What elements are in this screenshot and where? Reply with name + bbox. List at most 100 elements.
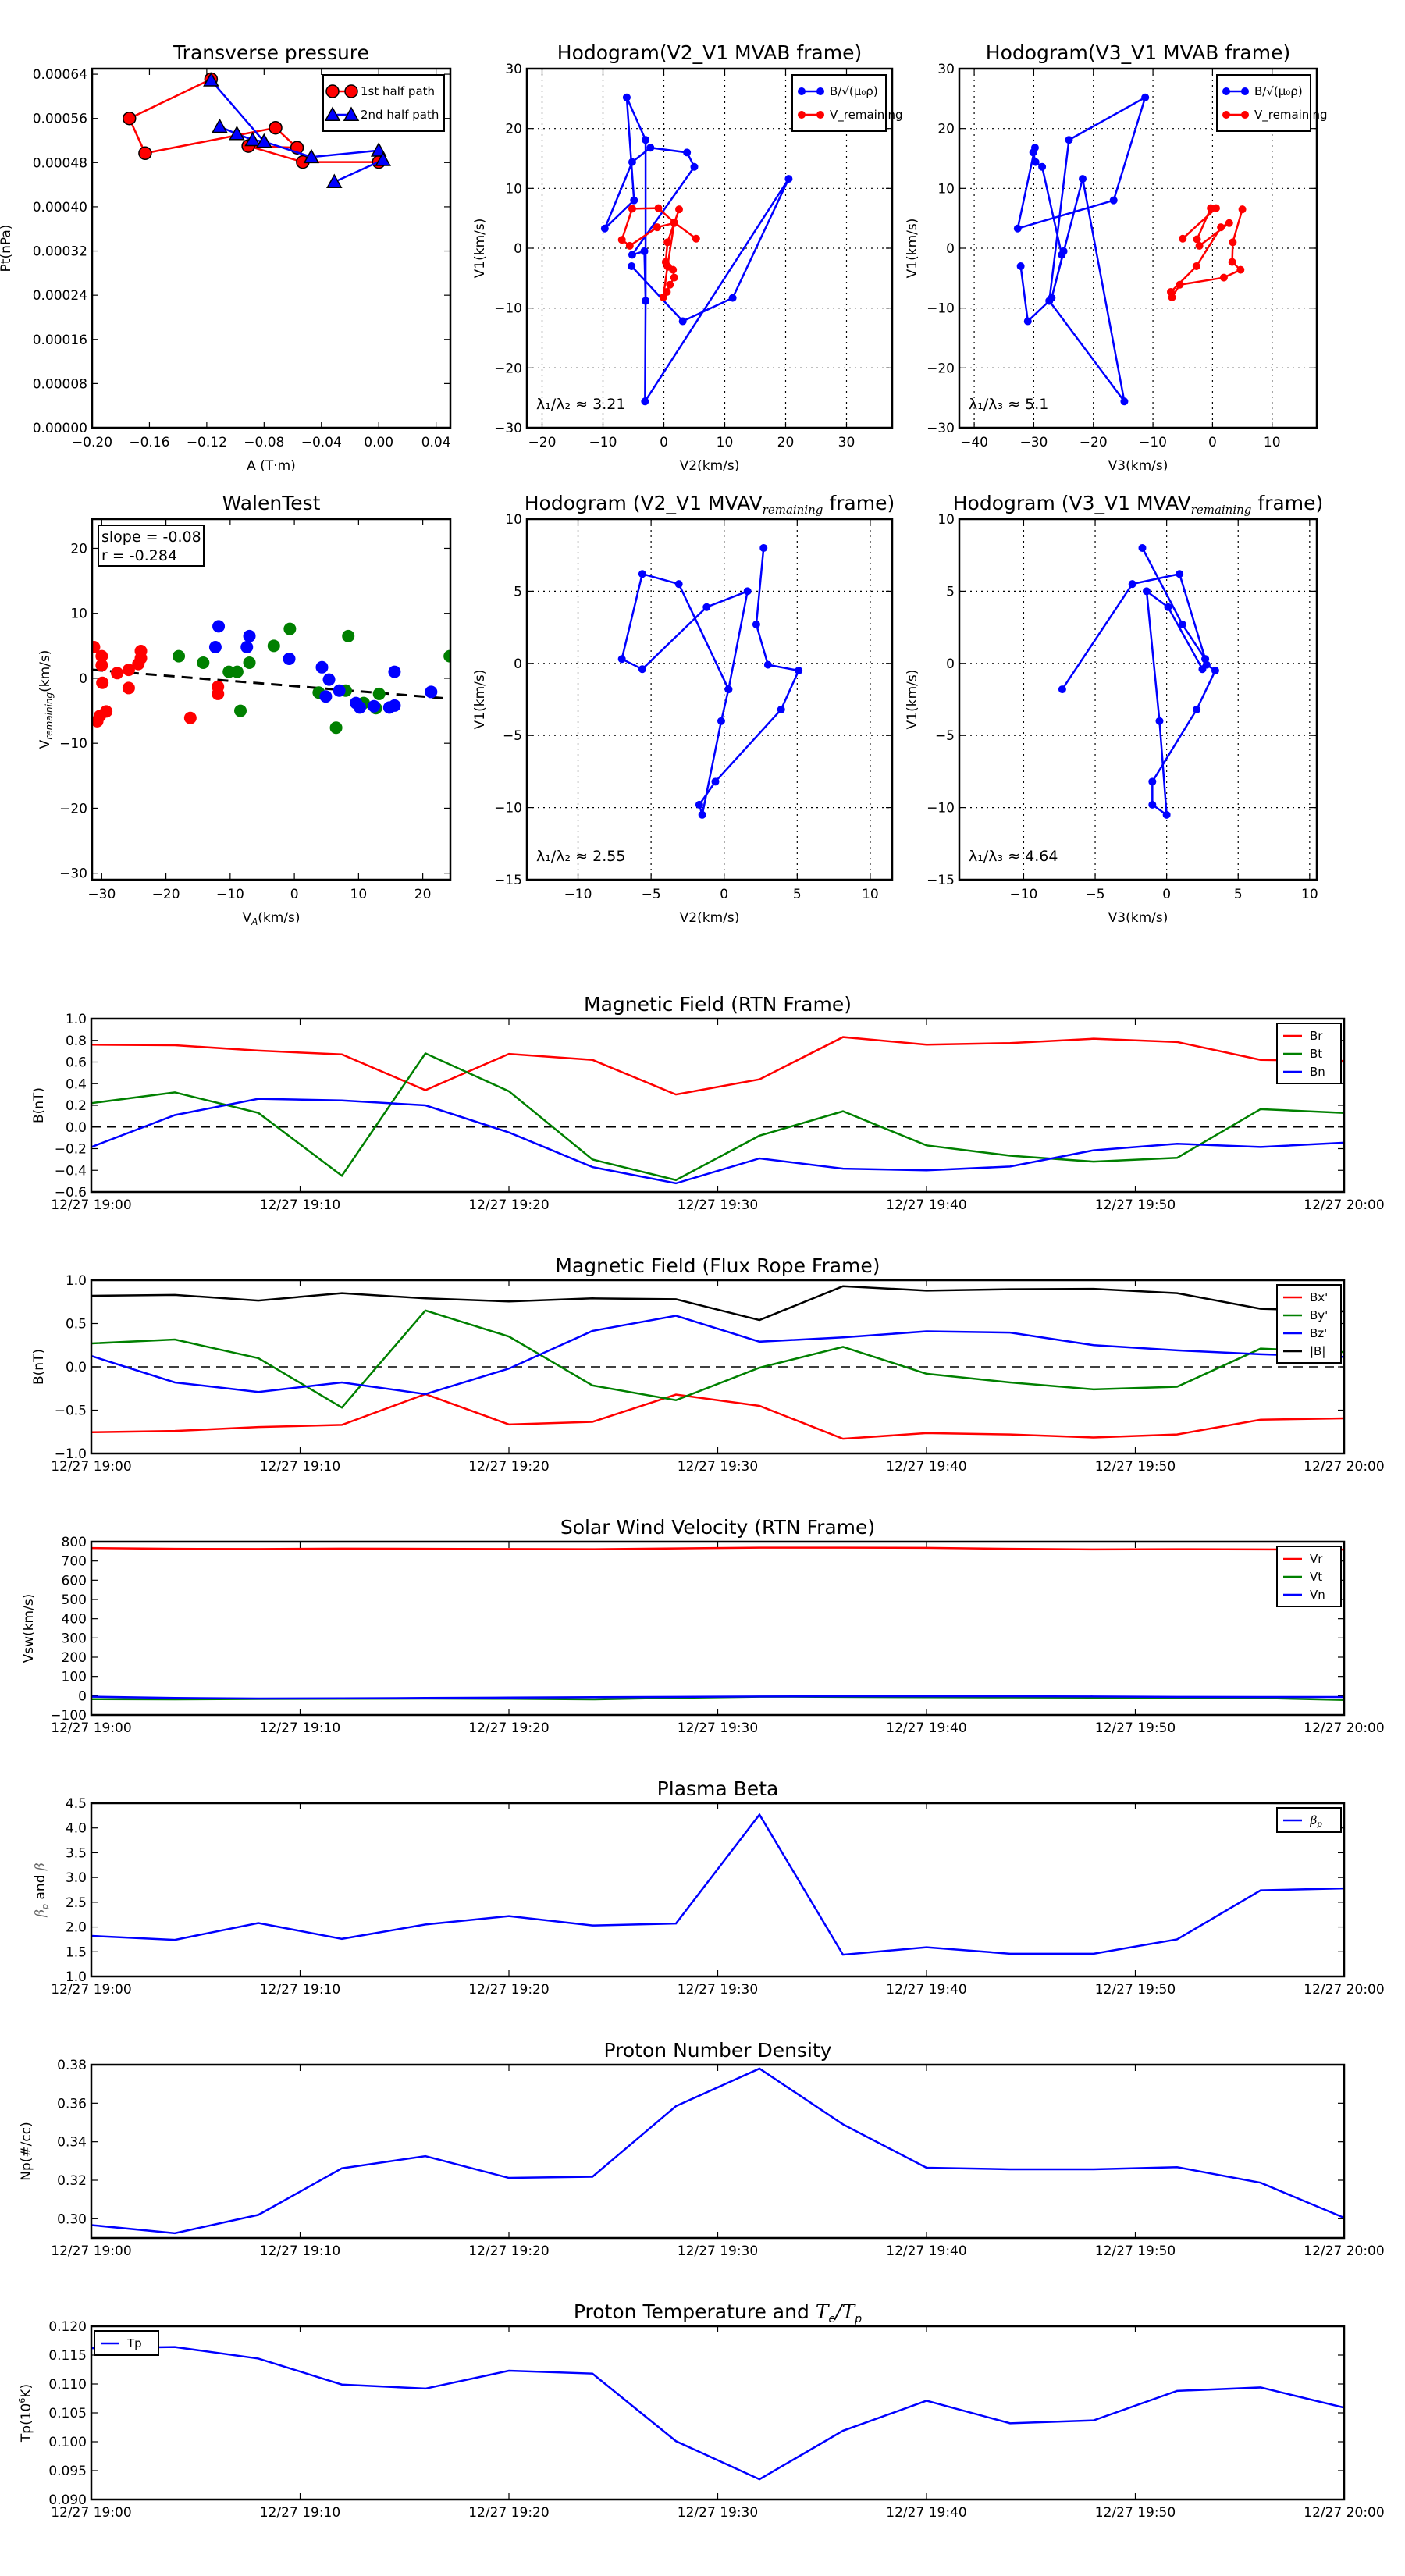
- scatter-point-blue: [322, 673, 336, 686]
- legend-label: B/√(μ₀ρ): [830, 84, 878, 98]
- series-line-By': [91, 1309, 1344, 1409]
- scatter-point-green: [443, 649, 450, 663]
- series-line-Vr: [91, 1546, 1344, 1551]
- hodogram-v2v1-mvab-chart: Hodogram(V2_V1 MVAB frame) −30 −20 −10 0 10 20…: [472, 41, 903, 474]
- data-point: [1058, 685, 1066, 694]
- data-point: [674, 580, 683, 589]
- scatter-point-green: [267, 639, 280, 653]
- x-tick-label: 20: [414, 887, 432, 902]
- series-line-Bn: [91, 1098, 1344, 1185]
- y-axis-label: Vsw(km/s): [21, 1594, 37, 1663]
- chart-title: WalenTest: [222, 492, 321, 514]
- y-tick-label: 0.100: [48, 2435, 87, 2450]
- scatter-point-green: [342, 629, 355, 642]
- data-point: [1229, 238, 1237, 247]
- y-tick-label: 800: [62, 1535, 87, 1550]
- x-tick-label: −20: [528, 435, 557, 450]
- plot-area: [122, 72, 391, 189]
- legend-label: 2nd half path: [361, 108, 439, 122]
- plot-area: [92, 620, 450, 735]
- data-point: [1031, 158, 1040, 166]
- series-line-Bx': [91, 1393, 1344, 1440]
- x-tick-label: 12/27 19:10: [260, 1197, 340, 1213]
- series-line-1: [210, 80, 385, 183]
- scatter-point-blue: [283, 652, 296, 665]
- x-tick-label: 20: [777, 435, 795, 450]
- x-tick-label: 12/27 19:40: [886, 2505, 966, 2521]
- data-point: [1193, 235, 1201, 244]
- legend-marker: [816, 87, 824, 95]
- y-tick-label: 10: [937, 512, 955, 528]
- data-point: [1155, 717, 1164, 725]
- x-tick-label: 12/27 19:20: [468, 2505, 549, 2521]
- x-tick-label: 12/27 20:00: [1304, 1459, 1384, 1475]
- chart-title: Hodogram (V2_V1 MVAVremaining frame): [525, 492, 895, 517]
- x-tick-label: 12/27 19:30: [678, 1720, 758, 1736]
- legend-label: Tp: [126, 2336, 142, 2350]
- x-tick-label: 12/27 19:40: [886, 1459, 966, 1475]
- y-tick-label: 600: [62, 1573, 87, 1589]
- legend: Bx' By' Bz' |B|: [1276, 1284, 1342, 1364]
- axes-frame: [90, 2063, 1346, 2240]
- data-point: [1142, 587, 1151, 596]
- data-point: [375, 151, 391, 166]
- data-point: [1217, 223, 1225, 232]
- data-point: [642, 136, 650, 144]
- axes-frame: [525, 67, 894, 429]
- y-tick-label: 5: [946, 584, 955, 600]
- x-tick-label: 12/27 19:10: [260, 1459, 340, 1475]
- data-point: [303, 148, 320, 164]
- data-point: [1162, 810, 1171, 819]
- y-tick-label: 30: [937, 62, 955, 77]
- y-tick-label: −10: [59, 736, 87, 752]
- hodogram-v3v1-mvab-chart: Hodogram(V3_V1 MVAB frame) −30 −20 −10 0 10 20…: [905, 41, 1328, 474]
- legend-marker: [1222, 87, 1230, 95]
- velocity-rtn-chart: Solar Wind Velocity (RTN Frame) −100 0 100 2…: [21, 1516, 1385, 1736]
- x-tick-label: −10: [1139, 435, 1167, 450]
- y-tick-label: 0.00016: [33, 333, 87, 348]
- scatter-point-green: [173, 649, 186, 663]
- legend-label: Bt: [1310, 1047, 1322, 1061]
- y-tick-label: 0.8: [66, 1034, 87, 1049]
- data-point: [640, 247, 649, 255]
- data-point: [663, 238, 672, 247]
- x-axis-label: V2(km/s): [680, 458, 740, 474]
- x-tick-label: 5: [793, 887, 802, 902]
- data-point: [1013, 224, 1022, 233]
- series-line-Bz': [91, 1315, 1344, 1396]
- data-point: [269, 120, 283, 135]
- data-point: [1228, 258, 1236, 266]
- y-tick-label: 0.115: [48, 2348, 87, 2364]
- data-point: [752, 620, 760, 628]
- y-tick-label: −0.5: [55, 1404, 87, 1419]
- y-axis-label: Np(#/cc): [19, 2122, 34, 2180]
- x-tick-label: 12/27 19:30: [678, 1197, 758, 1213]
- x-tick-label: 12/27 19:40: [886, 2243, 966, 2259]
- y-axis-label: V1(km/s): [472, 219, 488, 279]
- chart-title: Magnetic Field (RTN Frame): [584, 993, 852, 1016]
- y-tick-label: 0.095: [48, 2464, 87, 2479]
- x-tick-label: −0.04: [301, 435, 342, 450]
- x-tick-label: −5: [642, 887, 661, 902]
- legend: βp: [1276, 1807, 1342, 1833]
- y-axis-label: βp and β: [33, 1863, 50, 1918]
- data-point: [1058, 251, 1066, 259]
- chart-title: Hodogram (V3_V1 MVAVremaining frame): [953, 492, 1324, 517]
- scatter-point-red: [92, 640, 101, 653]
- data-point: [728, 294, 737, 302]
- x-tick-label: 12/27 19:00: [51, 1720, 131, 1736]
- y-tick-label: 5: [514, 584, 522, 600]
- series-line-Vn: [91, 1695, 1344, 1700]
- data-point: [698, 810, 706, 819]
- plot-area: [1058, 543, 1219, 819]
- legend: Br Bt Bn: [1276, 1023, 1342, 1084]
- legend-marker: [1241, 111, 1249, 119]
- title-main: Hodogram (V3_V1 MVAV: [953, 492, 1191, 514]
- x-tick-label: 12/27 19:50: [1095, 2505, 1176, 2521]
- x-tick-label: 12/27 19:30: [678, 1459, 758, 1475]
- x-tick-label: −0.16: [129, 435, 169, 450]
- data-point: [675, 205, 683, 214]
- data-point: [622, 93, 631, 101]
- mag-rtn-chart: Magnetic Field (RTN Frame) −0.6 −0.4 −0.2 0.…: [31, 993, 1385, 1213]
- chart-title: Magnetic Field (Flux Rope Frame): [555, 1254, 880, 1277]
